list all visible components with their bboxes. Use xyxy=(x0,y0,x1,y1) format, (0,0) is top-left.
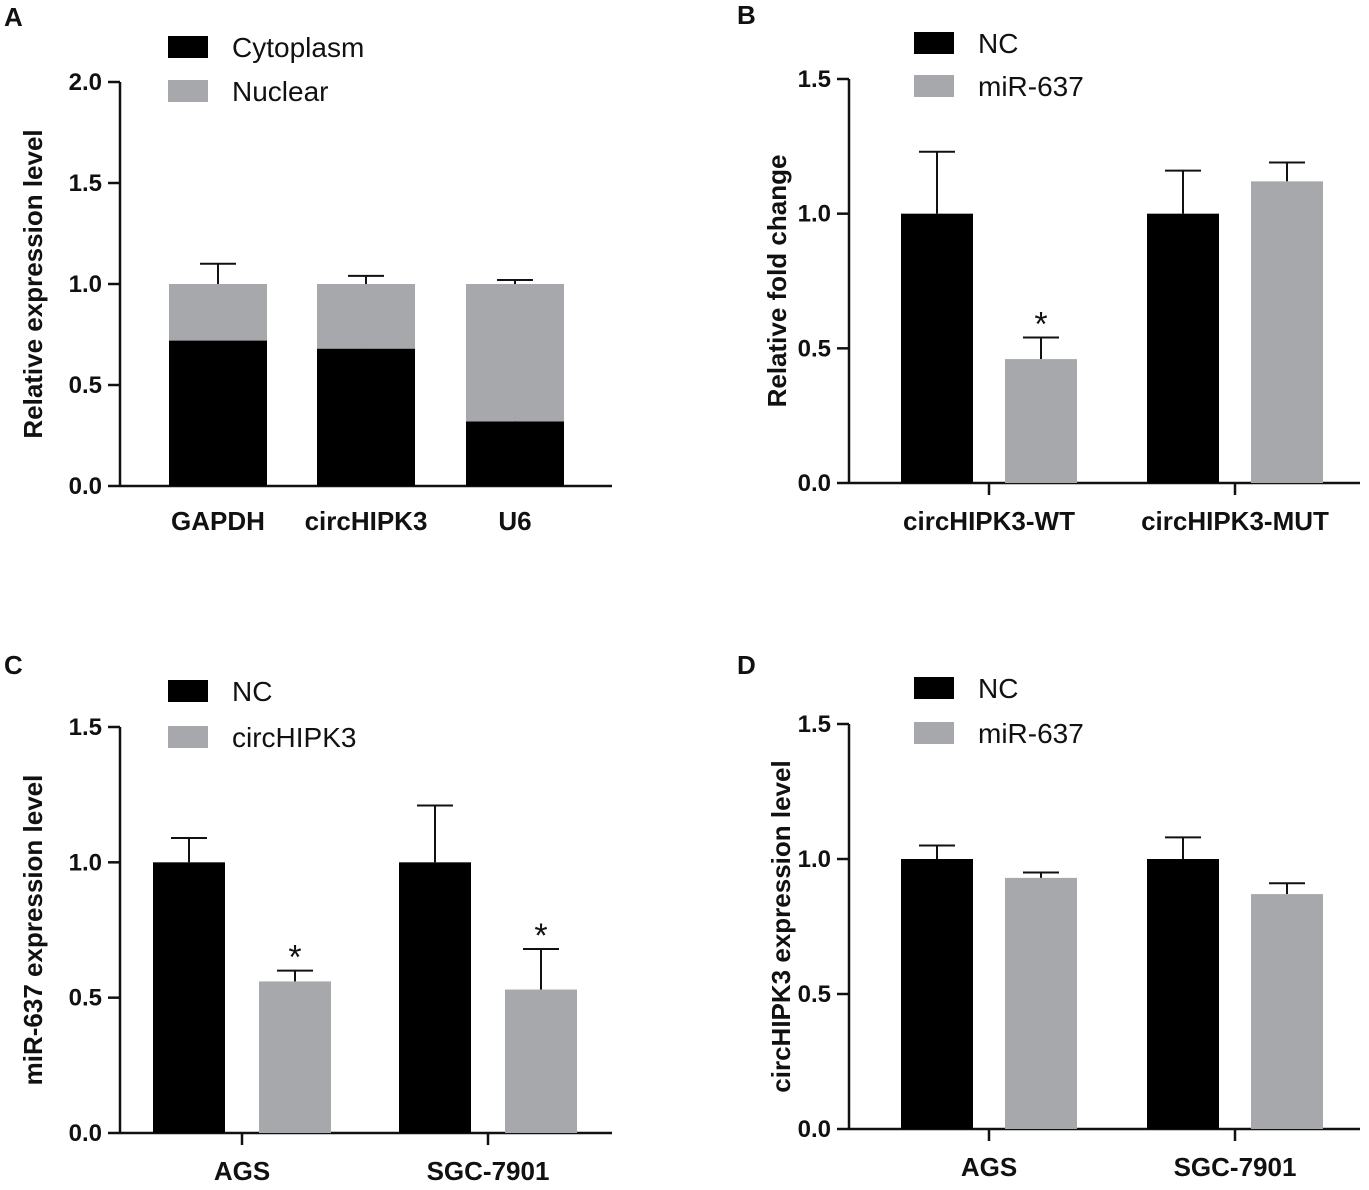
panel-b: B 0.0 0.5 1.0 1.5 Relative fold change circHIP… xyxy=(737,0,1360,536)
y-tick-label: 2.0 xyxy=(69,69,102,96)
bar-circhipk3 xyxy=(505,989,577,1133)
bar-nc xyxy=(1147,213,1219,483)
bar-nc xyxy=(1147,859,1219,1129)
y-tick-label: 1.0 xyxy=(69,271,102,298)
legend-swatch xyxy=(914,75,954,97)
x-tick-label: AGS xyxy=(214,1156,270,1186)
y-tick-label: 0.5 xyxy=(69,985,102,1012)
bar-nc xyxy=(901,859,973,1129)
y-tick-label: 1.0 xyxy=(798,201,831,228)
bar-nuclear xyxy=(317,284,415,349)
x-tick-label: SGC-7901 xyxy=(427,1156,550,1186)
bar-mir-637 xyxy=(1251,181,1323,483)
legend-swatch xyxy=(168,726,208,748)
bar-nuclear xyxy=(169,284,267,341)
legend-swatch xyxy=(168,80,208,102)
significance-marker: * xyxy=(534,917,547,955)
y-tick-label: 1.5 xyxy=(798,66,831,93)
y-tick-label: 0.0 xyxy=(798,470,831,497)
legend-label: Nuclear xyxy=(232,76,328,107)
panel-letter: C xyxy=(4,650,23,680)
bar-mir-637 xyxy=(1005,359,1077,483)
bar-cytoplasm xyxy=(466,421,564,486)
panel-c: C 0.0 0.5 1.0 1.5 miR-637 expression level AGS… xyxy=(4,650,612,1186)
legend-label: circHIPK3 xyxy=(232,722,356,753)
bar-nc xyxy=(153,862,225,1133)
y-axis-title: Relative fold change xyxy=(762,155,792,408)
panel-a: A 0.0 0.5 1.0 1.5 2.0 Relative expression leve… xyxy=(4,2,612,536)
panel-letter: B xyxy=(737,0,756,30)
bar-cytoplasm xyxy=(169,340,267,486)
legend-label: miR-637 xyxy=(978,718,1084,749)
legend-swatch xyxy=(914,32,954,54)
legend-swatch xyxy=(168,36,208,58)
y-tick-label: 0.5 xyxy=(69,372,102,399)
y-tick-label: 0.5 xyxy=(798,981,831,1008)
panel-letter: A xyxy=(4,2,23,32)
x-tick-label: SGC-7901 xyxy=(1174,1152,1297,1182)
x-tick-label: circHIPK3 xyxy=(305,506,428,536)
bar-circhipk3 xyxy=(259,981,331,1133)
y-tick-label: 0.5 xyxy=(798,335,831,362)
bar-cytoplasm xyxy=(317,348,415,486)
bar-nc xyxy=(901,213,973,483)
legend-swatch xyxy=(914,677,954,699)
y-tick-label: 1.5 xyxy=(798,711,831,738)
legend-swatch xyxy=(914,722,954,744)
panel-letter: D xyxy=(737,650,756,680)
x-tick-label: GAPDH xyxy=(171,506,265,536)
y-axis-title: miR-637 expression level xyxy=(18,775,48,1086)
y-axis-title: Relative expression level xyxy=(18,129,48,438)
y-tick-label: 0.0 xyxy=(69,1120,102,1147)
legend-swatch xyxy=(168,680,208,702)
x-tick-label: circHIPK3-MUT xyxy=(1141,506,1329,536)
legend-label: NC xyxy=(978,28,1018,59)
x-tick-label: U6 xyxy=(498,506,531,536)
x-tick-label: circHIPK3-WT xyxy=(903,506,1075,536)
y-tick-label: 0.0 xyxy=(69,473,102,500)
legend-label: NC xyxy=(978,673,1018,704)
legend-label: miR-637 xyxy=(978,71,1084,102)
y-tick-label: 1.5 xyxy=(69,714,102,741)
y-tick-label: 1.0 xyxy=(798,846,831,873)
significance-marker: * xyxy=(288,939,301,977)
bar-mir-637 xyxy=(1251,894,1323,1129)
bar-nc xyxy=(399,862,471,1133)
bar-nuclear xyxy=(466,284,564,422)
legend-label: NC xyxy=(232,676,272,707)
bar-mir-637 xyxy=(1005,877,1077,1129)
y-axis-title: circHIPK3 expression level xyxy=(766,760,796,1092)
significance-marker: * xyxy=(1034,306,1047,344)
legend-label: Cytoplasm xyxy=(232,32,364,63)
x-tick-label: AGS xyxy=(961,1152,1017,1182)
y-tick-label: 0.0 xyxy=(798,1116,831,1143)
y-tick-label: 1.0 xyxy=(69,849,102,876)
y-tick-label: 1.5 xyxy=(69,170,102,197)
